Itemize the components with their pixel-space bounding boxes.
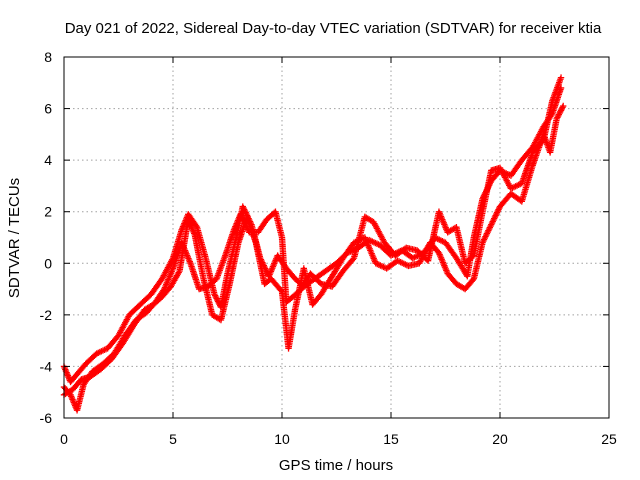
x-tick-label: 5 xyxy=(169,431,177,447)
y-tick-label: 6 xyxy=(44,101,52,117)
data-point-plus xyxy=(211,291,218,298)
axis-ticks xyxy=(63,56,610,419)
data-point-plus xyxy=(212,293,220,301)
data-point-plus xyxy=(555,111,563,118)
data-point-plus xyxy=(213,295,220,302)
y-axis-tick-labels: -6 -4 -2 0 2 4 6 8 xyxy=(40,49,53,426)
series-track-b xyxy=(60,74,565,414)
data-point-plus xyxy=(557,107,565,114)
data-point-plus xyxy=(554,114,561,121)
plot-frame xyxy=(63,56,610,419)
y-tick-label: -6 xyxy=(40,410,53,426)
y-tick-label: -2 xyxy=(40,307,53,323)
y-axis-label: SDTVAR / TECUs xyxy=(6,178,23,298)
data-point-plus xyxy=(557,108,564,115)
data-points xyxy=(60,74,567,414)
y-tick-label: 2 xyxy=(44,204,52,220)
data-point-plus xyxy=(558,105,565,113)
y-tick-label: -4 xyxy=(40,358,53,374)
data-point-plus xyxy=(277,287,285,294)
x-axis-label: GPS time / hours xyxy=(279,457,393,474)
y-tick-label: 8 xyxy=(44,49,52,65)
x-tick-label: 0 xyxy=(60,431,68,447)
x-tick-label: 20 xyxy=(492,431,508,447)
x-tick-label: 25 xyxy=(601,431,617,447)
data-point-plus xyxy=(554,112,562,120)
y-tick-label: 4 xyxy=(44,152,52,168)
data-point-plus xyxy=(557,74,565,81)
data-point-plus xyxy=(553,115,560,123)
data-point-plus xyxy=(556,109,563,117)
data-point-plus xyxy=(559,104,566,111)
grid-lines xyxy=(64,57,609,418)
x-axis-tick-labels: 0 5 10 15 20 25 xyxy=(60,431,617,447)
chart-title: Day 021 of 2022, Sidereal Day-to-day VTE… xyxy=(65,20,602,37)
x-tick-label: 15 xyxy=(383,431,399,447)
data-point-plus xyxy=(211,292,219,299)
y-tick-label: 0 xyxy=(44,255,52,271)
series-track-c xyxy=(60,102,567,398)
data-point-plus xyxy=(560,102,567,110)
x-tick-label: 10 xyxy=(274,431,290,447)
